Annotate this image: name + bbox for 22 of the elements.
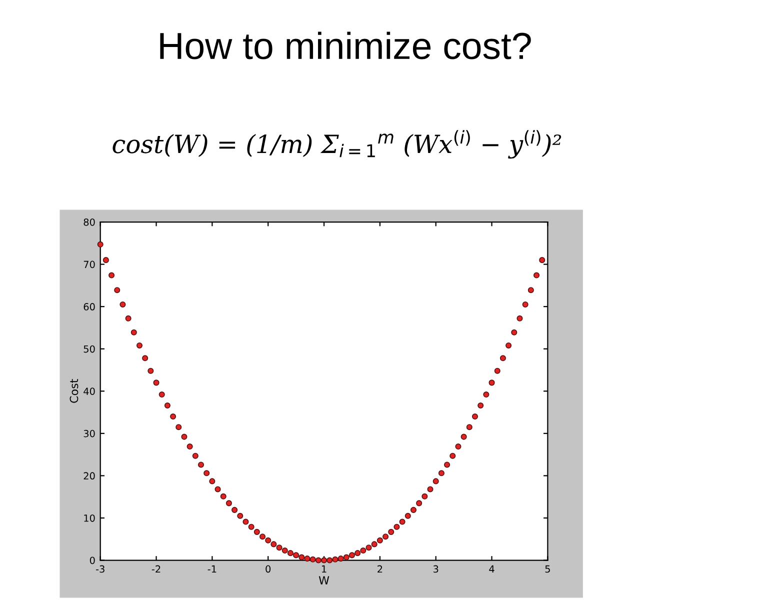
y-tick-label: 50 [84, 345, 95, 353]
chart-title: How to minimize cost? [160, 32, 531, 60]
x-tick-label: 5 [545, 565, 550, 573]
y-tick-label: 0 [90, 556, 95, 564]
x-tick-label: 0 [266, 565, 271, 573]
y-tick-label: 80 [84, 218, 95, 226]
y-tick-label: 40 [84, 388, 95, 395]
y-tick-label: 10 [84, 514, 95, 522]
x-tick-label: -2 [152, 565, 160, 573]
x-tick-label: 1 [322, 565, 326, 573]
x-tick-label: -1 [208, 565, 216, 573]
y-axis-title: Cost [70, 379, 78, 403]
x-tick-label: 3 [434, 565, 438, 573]
y-tick-label: 30 [84, 430, 95, 438]
y-tick-label: 60 [84, 303, 95, 310]
x-tick-label: -3 [96, 565, 104, 573]
x-tick-label: 4 [489, 565, 494, 573]
x-axis-title: W [318, 576, 330, 584]
y-tick-label: 70 [84, 260, 95, 268]
y-tick-label: 20 [84, 472, 95, 480]
x-tick-label: 2 [378, 565, 382, 573]
chart-subtitle: cost(W) = (1/m) Σ$_{i=1}$$^{m}$ (Wx$^{(i)}$ − y$^{(i)}$)² [112, 130, 562, 159]
